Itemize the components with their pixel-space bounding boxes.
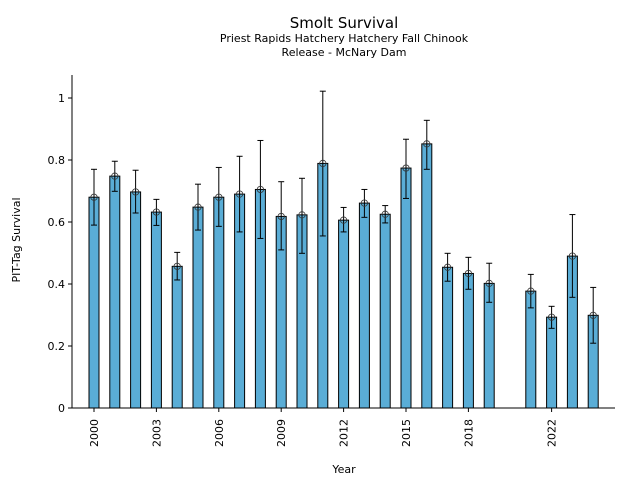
bar-2013 bbox=[358, 202, 370, 409]
x-tick-label: 2000 bbox=[88, 419, 101, 447]
x-tick-label: 2009 bbox=[275, 419, 288, 447]
bar-2017 bbox=[442, 266, 454, 409]
bar-2018 bbox=[462, 272, 474, 409]
error-bar-2005 bbox=[194, 183, 202, 231]
error-bar-2000 bbox=[90, 168, 98, 226]
y-tick-label: 0 bbox=[58, 402, 65, 415]
point-marker-2022 bbox=[547, 313, 556, 321]
error-bar-2006 bbox=[215, 166, 223, 227]
bars-layer bbox=[88, 143, 599, 409]
y-tick-label: 0.8 bbox=[48, 154, 66, 167]
point-marker-2008 bbox=[256, 185, 264, 194]
x-tick-label: 2022 bbox=[546, 419, 559, 447]
bar-2002 bbox=[130, 191, 142, 409]
error-bar-2011 bbox=[319, 90, 327, 237]
error-bar-2009 bbox=[277, 181, 285, 251]
bar-2014 bbox=[379, 213, 391, 409]
error-bar-2014 bbox=[381, 205, 389, 224]
bar-2006 bbox=[213, 196, 225, 409]
bar-2005 bbox=[192, 206, 204, 409]
point-marker-2021 bbox=[527, 287, 535, 295]
x-tick-label: 2006 bbox=[213, 419, 226, 447]
x-axis-label: Year bbox=[331, 463, 356, 476]
chart-subtitle-line-2: Release - McNary Dam bbox=[282, 46, 407, 59]
bar-2016 bbox=[421, 143, 433, 409]
point-marker-2015 bbox=[402, 164, 410, 172]
point-marker-2017 bbox=[443, 263, 452, 271]
error-bars-layer bbox=[90, 90, 597, 344]
point-marker-2005 bbox=[194, 203, 202, 211]
y-tick-label: 0.6 bbox=[48, 216, 66, 229]
point-marker-2009 bbox=[277, 212, 285, 221]
error-bar-2021 bbox=[527, 273, 535, 309]
bar-2001 bbox=[109, 175, 121, 409]
y-tick-label: 0.2 bbox=[48, 340, 66, 353]
bar-2003 bbox=[150, 211, 162, 409]
error-bar-2001 bbox=[111, 160, 119, 192]
point-marker-2016 bbox=[423, 140, 431, 148]
bar-2004 bbox=[171, 265, 183, 409]
point-marker-2011 bbox=[319, 159, 327, 168]
error-bar-2016 bbox=[423, 119, 431, 170]
error-bar-2012 bbox=[339, 206, 348, 233]
bar-2021 bbox=[525, 290, 537, 409]
error-bar-2024 bbox=[589, 286, 597, 344]
x-tick-label: 2015 bbox=[400, 419, 413, 447]
x-tick-label: 2018 bbox=[462, 419, 475, 447]
point-marker-2010 bbox=[298, 211, 306, 219]
error-bar-2022 bbox=[547, 305, 556, 329]
chart-title: Smolt Survival bbox=[290, 14, 399, 32]
error-bar-2023 bbox=[568, 214, 577, 298]
error-bar-2002 bbox=[132, 169, 140, 214]
point-marker-2004 bbox=[173, 262, 181, 270]
point-marker-2000 bbox=[90, 193, 98, 201]
point-marker-2007 bbox=[236, 190, 244, 198]
error-bar-2003 bbox=[152, 198, 160, 226]
point-marker-2012 bbox=[339, 216, 348, 224]
point-marker-2014 bbox=[381, 210, 389, 218]
bar-2022 bbox=[546, 316, 558, 409]
error-bar-2004 bbox=[173, 251, 181, 281]
point-marker-2018 bbox=[464, 269, 472, 278]
y-tick-label: 0.4 bbox=[48, 278, 66, 291]
y-tick-label: 1 bbox=[58, 92, 65, 105]
x-tick-label: 2012 bbox=[338, 419, 351, 447]
error-bar-2008 bbox=[256, 139, 264, 239]
error-bar-2015 bbox=[402, 138, 410, 199]
point-marker-2003 bbox=[152, 208, 160, 216]
error-bar-2013 bbox=[360, 188, 368, 218]
point-marker-2024 bbox=[589, 311, 597, 319]
error-bar-2019 bbox=[485, 262, 493, 303]
error-bar-2007 bbox=[236, 155, 244, 233]
point-marker-2023 bbox=[568, 252, 577, 260]
bar-2012 bbox=[338, 219, 350, 409]
y-axis-label: PIT-Tag Survival bbox=[10, 197, 23, 282]
point-marker-2019 bbox=[485, 279, 493, 287]
x-tick-label: 2003 bbox=[150, 419, 163, 447]
error-bar-2018 bbox=[464, 256, 472, 290]
point-marker-2006 bbox=[215, 193, 223, 201]
chart-subtitle-line-1: Priest Rapids Hatchery Hatchery Fall Chi… bbox=[220, 32, 469, 45]
error-bar-2017 bbox=[443, 252, 452, 282]
bar-2000 bbox=[88, 196, 100, 409]
point-marker-2013 bbox=[360, 199, 368, 207]
point-marker-2001 bbox=[111, 172, 119, 180]
bar-2015 bbox=[400, 167, 412, 409]
axes-layer: 0 0.2 0.4 0.6 0.8 1 2000 2003 2006 2009 2012 2015 20… bbox=[48, 75, 615, 447]
point-marker-2002 bbox=[132, 188, 140, 196]
error-bar-2010 bbox=[298, 177, 306, 254]
